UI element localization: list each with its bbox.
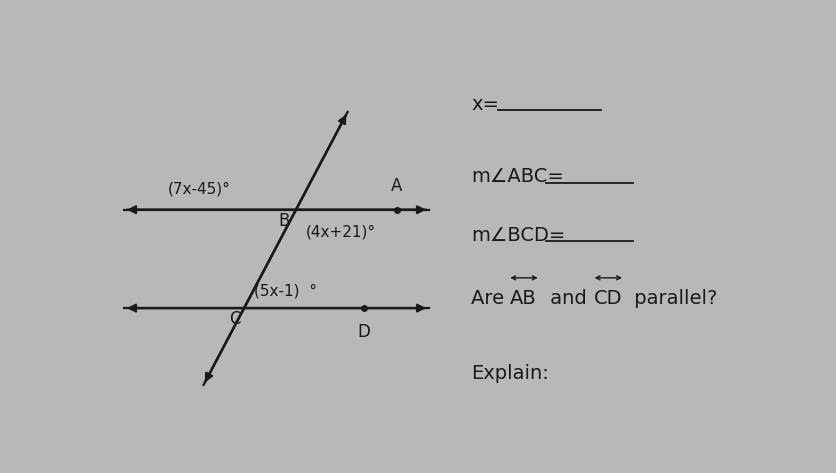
Text: m∠BCD=: m∠BCD= [471, 226, 565, 245]
Text: and: and [543, 289, 592, 308]
Text: (7x-45)°: (7x-45)° [168, 182, 231, 197]
Text: CD: CD [594, 289, 622, 308]
Text: (4x+21)°: (4x+21)° [305, 224, 375, 239]
Text: x=: x= [471, 95, 498, 114]
Text: B: B [278, 211, 289, 229]
Text: Are: Are [471, 289, 510, 308]
Text: D: D [357, 323, 370, 341]
Text: m∠ABC=: m∠ABC= [471, 167, 563, 186]
Text: C: C [229, 310, 241, 328]
Text: AB: AB [509, 289, 536, 308]
Text: A: A [390, 177, 402, 195]
Text: parallel?: parallel? [627, 289, 716, 308]
Text: Explain:: Explain: [471, 364, 548, 383]
Text: (5x-1)  °: (5x-1) ° [253, 284, 317, 299]
